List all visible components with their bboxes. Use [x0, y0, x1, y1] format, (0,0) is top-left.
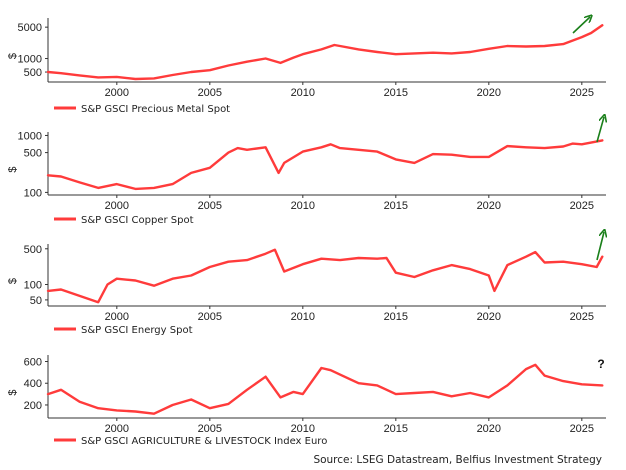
series-line	[46, 24, 604, 81]
x-tick-label: 2020	[477, 200, 501, 212]
question-annotation: ?	[597, 357, 604, 371]
y-tick-label: 1000	[18, 54, 42, 66]
y-tick-label: 500	[24, 244, 42, 256]
y-tick-label: 100	[24, 280, 42, 292]
series-line	[46, 248, 604, 304]
x-tick-label: 2005	[198, 200, 222, 212]
y-tick-label: 5000	[18, 22, 42, 34]
y-tick-label: 400	[24, 378, 42, 390]
y-axis-label: $	[7, 278, 19, 284]
up-arrow-annotation	[572, 17, 590, 34]
x-tick-label: 2015	[384, 311, 408, 323]
x-tick-label: 2025	[570, 423, 594, 435]
x-tick-label: 2020	[477, 87, 501, 99]
y-tick-label: 500	[24, 148, 42, 160]
x-tick-label: 2015	[384, 200, 408, 212]
x-tick-label: 2000	[105, 87, 129, 99]
x-tick-label: 2005	[198, 311, 222, 323]
y-tick-label: 500	[24, 67, 42, 79]
legend-label: S&P GSCI Copper Spot	[81, 215, 194, 226]
x-tick-label: 2025	[570, 200, 594, 212]
up-arrow-annotation	[596, 117, 604, 143]
y-tick-label: 50	[30, 295, 42, 307]
source-note: Source: LSEG Datastream, Belfius Investm…	[313, 454, 602, 466]
y-tick-label: 1000	[18, 130, 42, 142]
x-tick-label: 2020	[477, 311, 501, 323]
x-tick-label: 2005	[198, 87, 222, 99]
series-line	[46, 139, 604, 191]
x-tick-label: 2025	[570, 311, 594, 323]
x-tick-label: 2010	[291, 423, 315, 435]
legend-label: S&P GSCI Energy Spot	[81, 325, 193, 336]
x-tick-label: 2020	[477, 423, 501, 435]
chart-panel-3: 50 100 500 $2000 2005 2010 2015 2020 2025 S&P GSC…	[7, 232, 606, 336]
series-line	[46, 363, 604, 415]
y-axis-label: $	[7, 53, 19, 59]
x-tick-label: 2010	[291, 87, 315, 99]
x-tick-label: 2015	[384, 87, 408, 99]
y-tick-label: 100	[24, 187, 42, 199]
x-tick-label: 2000	[105, 311, 129, 323]
x-tick-label: 2000	[105, 423, 129, 435]
x-tick-label: 2010	[291, 311, 315, 323]
legend-label: S&P GSCI Precious Metal Spot	[81, 104, 230, 115]
x-tick-label: 2025	[570, 87, 594, 99]
chart-panel-2: 100 500 1000 $2000 2005 2010 2015 2020 2025 S&P G…	[7, 117, 606, 226]
x-tick-label: 2015	[384, 423, 408, 435]
y-tick-label: 600	[24, 357, 42, 369]
y-axis-label: $	[7, 166, 19, 172]
y-tick-label: 200	[24, 400, 42, 412]
legend-label: S&P GSCI AGRICULTURE & LIVESTOCK Index E…	[81, 436, 327, 447]
up-arrow-annotation	[596, 232, 604, 261]
y-axis-label: $	[7, 389, 19, 395]
x-tick-label: 2010	[291, 200, 315, 212]
x-tick-label: 2000	[105, 200, 129, 212]
x-tick-label: 2005	[198, 423, 222, 435]
chart-panel-4: 200 400 600 $2000 2005 2010 2015 2020 2025 S&P GS…	[7, 355, 606, 447]
